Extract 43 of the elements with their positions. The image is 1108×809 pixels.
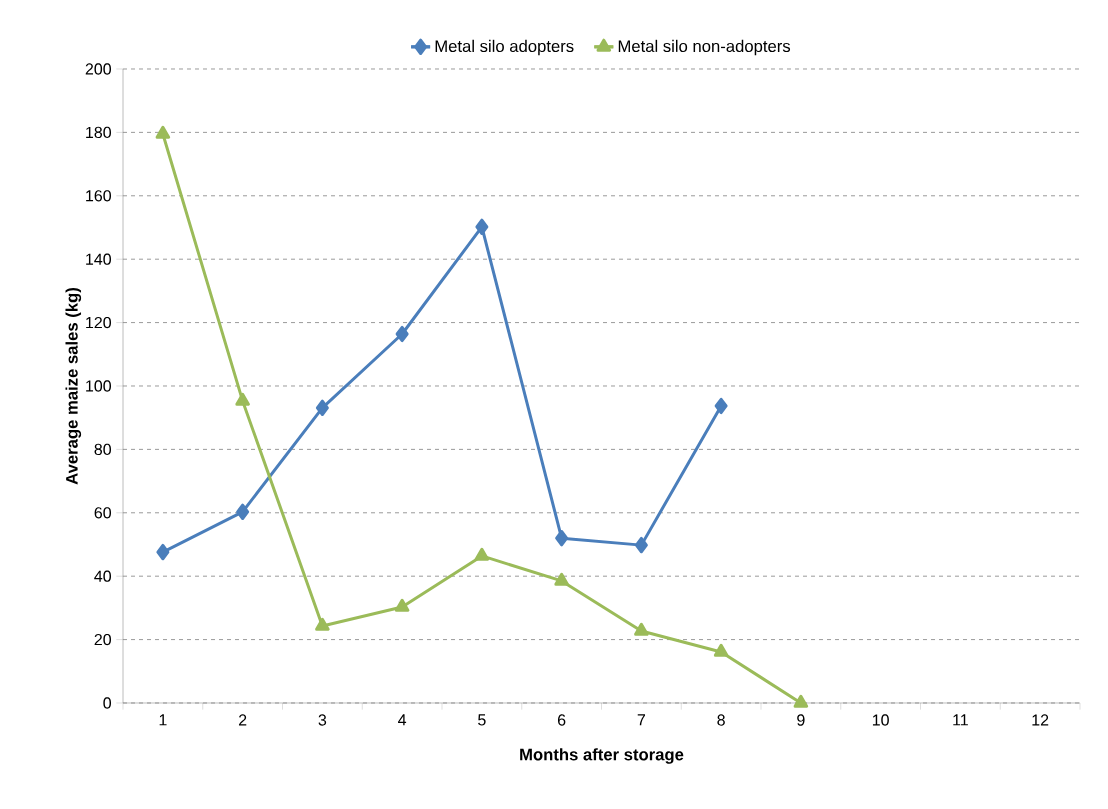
x-tick-label: 11 <box>953 714 968 726</box>
y-tick-label: 100 <box>86 380 112 392</box>
legend-label: Metal silo non-adopters <box>618 39 791 56</box>
point <box>315 399 329 417</box>
x-tick-label: 2 <box>238 714 247 726</box>
y-tick-label: 40 <box>94 570 112 582</box>
point <box>236 503 250 520</box>
point <box>315 617 330 631</box>
y-tick-label: 180 <box>86 126 112 139</box>
point <box>793 694 809 708</box>
x-tick-label: 3 <box>318 714 327 726</box>
point <box>235 392 250 406</box>
point <box>394 598 410 612</box>
y-tick-label: 80 <box>94 443 112 456</box>
point <box>554 572 569 586</box>
x-tick-label: 5 <box>478 714 486 726</box>
y-tick-label: 120 <box>86 316 112 329</box>
point <box>156 543 170 561</box>
x-tick-label: 12 <box>1032 714 1049 726</box>
x-tick-label: 6 <box>557 714 566 726</box>
point <box>555 529 569 547</box>
point <box>634 622 649 636</box>
point <box>714 397 728 415</box>
y-tick-label: 200 <box>85 63 112 75</box>
x-tick-label: 1 <box>159 714 167 726</box>
point <box>713 643 729 657</box>
y-tick-label: 0 <box>103 697 112 709</box>
legend-label: Metal silo adopters <box>435 39 574 56</box>
x-tick-label: 7 <box>637 714 646 726</box>
y-tick-label: 160 <box>86 190 112 202</box>
point <box>474 547 490 561</box>
x-tick-label: 8 <box>717 714 725 726</box>
y-tick-label: 60 <box>94 507 112 519</box>
x-axis-title: Months after storage <box>520 748 684 764</box>
point <box>475 218 489 236</box>
x-tick-label: 10 <box>872 714 889 726</box>
x-tick-label: 9 <box>797 714 805 726</box>
y-axis-title: Average maize sales (kg) <box>65 288 82 485</box>
point <box>634 536 648 554</box>
x-tick-label: 4 <box>398 714 407 726</box>
y-tick-label: 140 <box>86 253 112 265</box>
point <box>395 325 409 343</box>
y-tick-label: 20 <box>94 633 112 646</box>
